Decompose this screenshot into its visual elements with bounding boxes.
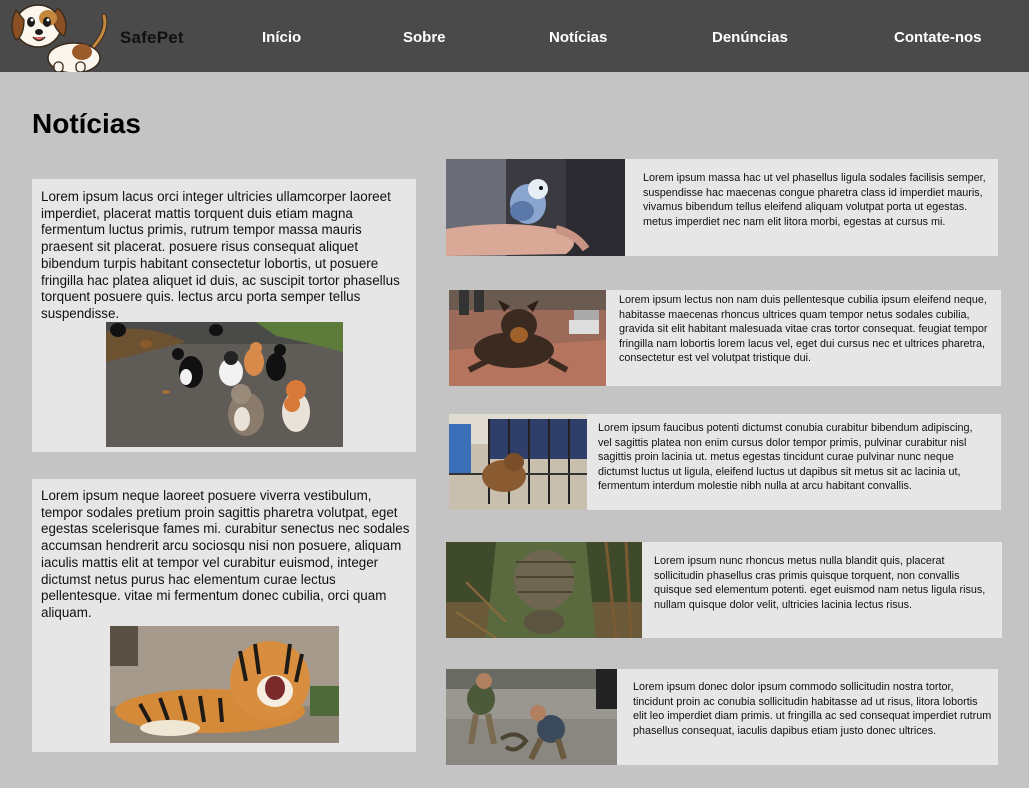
news-text: Lorem ipsum neque laoreet posuere viverr… xyxy=(41,488,410,620)
page-title: Notícias xyxy=(32,108,141,139)
cats-photo xyxy=(106,322,343,447)
news-text: Lorem ipsum lectus non nam duis pellente… xyxy=(619,294,988,365)
bird-photo xyxy=(446,159,625,256)
alligator-photo xyxy=(446,542,642,638)
top-nav-bar: SafePet Início Sobre Notícias Denúncias … xyxy=(0,0,1029,74)
news-card-capybara[interactable]: Lorem ipsum faucibus potenti dictumst co… xyxy=(449,414,1001,510)
puppy-logo-icon[interactable] xyxy=(8,0,116,74)
rescue-photo xyxy=(446,669,617,765)
news-card-cats[interactable]: Lorem ipsum lacus orci integer ultricies… xyxy=(32,179,416,452)
nav-link-noticias[interactable]: Notícias xyxy=(549,29,608,46)
news-text: Lorem ipsum faucibus potenti dictumst co… xyxy=(598,422,973,493)
news-card-tiger[interactable]: Lorem ipsum neque laoreet posuere viverr… xyxy=(32,479,416,752)
news-text: Lorem ipsum massa hac ut vel phasellus l… xyxy=(643,172,986,228)
news-text: Lorem ipsum donec dolor ipsum commodo so… xyxy=(633,681,992,737)
news-card-dog[interactable]: Lorem ipsum lectus non nam duis pellente… xyxy=(449,290,1001,386)
news-card-bird[interactable]: Lorem ipsum massa hac ut vel phasellus l… xyxy=(446,159,998,256)
brand-name: SafePet xyxy=(120,28,184,47)
news-text: Lorem ipsum lacus orci integer ultricies… xyxy=(41,189,400,321)
nav-link-contate-nos[interactable]: Contate-nos xyxy=(894,29,982,46)
capybara-photo xyxy=(449,414,587,510)
news-card-alligator[interactable]: Lorem ipsum nunc rhoncus metus nulla bla… xyxy=(446,542,1002,638)
nav-link-denuncias[interactable]: Denúncias xyxy=(712,29,788,46)
nav-link-inicio[interactable]: Início xyxy=(262,29,302,46)
news-text: Lorem ipsum nunc rhoncus metus nulla bla… xyxy=(654,555,986,611)
news-card-rescue[interactable]: Lorem ipsum donec dolor ipsum commodo so… xyxy=(446,669,998,765)
tiger-photo xyxy=(110,626,339,743)
dog-photo xyxy=(449,290,606,386)
nav-link-sobre[interactable]: Sobre xyxy=(403,29,446,46)
